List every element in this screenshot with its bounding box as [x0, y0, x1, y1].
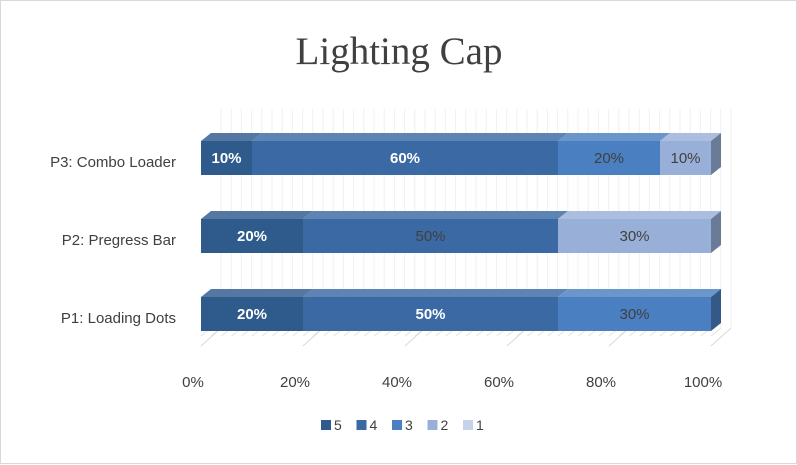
bar-top [252, 133, 568, 141]
bar-segment [303, 297, 558, 331]
x-tick-label: 80% [586, 374, 616, 391]
bar-top [660, 133, 721, 141]
legend-swatch [463, 420, 473, 430]
data-label: 20% [237, 306, 267, 323]
axis-ticks: 0% 20% 40% 60% 80% 100% [182, 374, 722, 391]
chart-title: Lighting Cap [296, 30, 503, 73]
bar-segment [303, 219, 558, 253]
legend-label: 2 [441, 417, 449, 433]
category-label: P3: Combo Loader [50, 154, 176, 171]
bar-top [558, 289, 721, 297]
legend-label: 3 [405, 417, 413, 433]
bar-top [558, 133, 670, 141]
bar-side [711, 133, 721, 175]
bar-top [201, 211, 313, 219]
floor-hatch [710, 327, 722, 337]
x-tick-label: 0% [182, 374, 204, 391]
data-label: 10% [670, 150, 700, 167]
legend-swatch [321, 420, 331, 430]
legend: 5 4 3 2 1 [321, 417, 484, 433]
data-label: 50% [415, 306, 445, 323]
bar-top [303, 289, 568, 297]
data-label: 30% [619, 306, 649, 323]
bar-segment [558, 141, 660, 175]
legend-swatch [356, 420, 367, 430]
bar-segment [660, 141, 711, 175]
data-labels: 20% 50% 30% P1: Loading Dots 20% 50% 30% P2: Pr… [50, 150, 700, 327]
legend-swatch [392, 420, 402, 430]
bar-segment [201, 141, 252, 175]
bar-side [711, 289, 721, 331]
legend-label: 4 [370, 417, 378, 433]
bar-top [558, 211, 721, 219]
category-label: P2: Pregress Bar [62, 232, 176, 249]
bar-top [201, 289, 313, 297]
x-tick-label: 100% [684, 374, 722, 391]
bar-side [711, 211, 721, 253]
bar-top [303, 211, 568, 219]
bar-segment [558, 219, 711, 253]
bars [201, 133, 721, 331]
data-label: 60% [390, 150, 420, 167]
legend-label: 5 [334, 417, 342, 433]
bar-segment [201, 297, 303, 331]
x-tick-label: 40% [382, 374, 412, 391]
data-label: 20% [237, 228, 267, 245]
bar-segment [252, 141, 558, 175]
category-label: P1: Loading Dots [61, 310, 176, 327]
data-label: 10% [211, 150, 241, 167]
legend-swatch [427, 420, 438, 430]
bar-segment [558, 297, 711, 331]
bar-segment [201, 219, 303, 253]
data-label: 30% [619, 228, 649, 245]
x-tick-label: 20% [280, 374, 310, 391]
data-label: 20% [594, 150, 624, 167]
floor-gridline [710, 327, 732, 347]
x-tick-label: 60% [484, 374, 514, 391]
legend-label: 1 [476, 417, 484, 433]
data-label: 50% [415, 228, 445, 245]
bar-top [201, 133, 262, 141]
